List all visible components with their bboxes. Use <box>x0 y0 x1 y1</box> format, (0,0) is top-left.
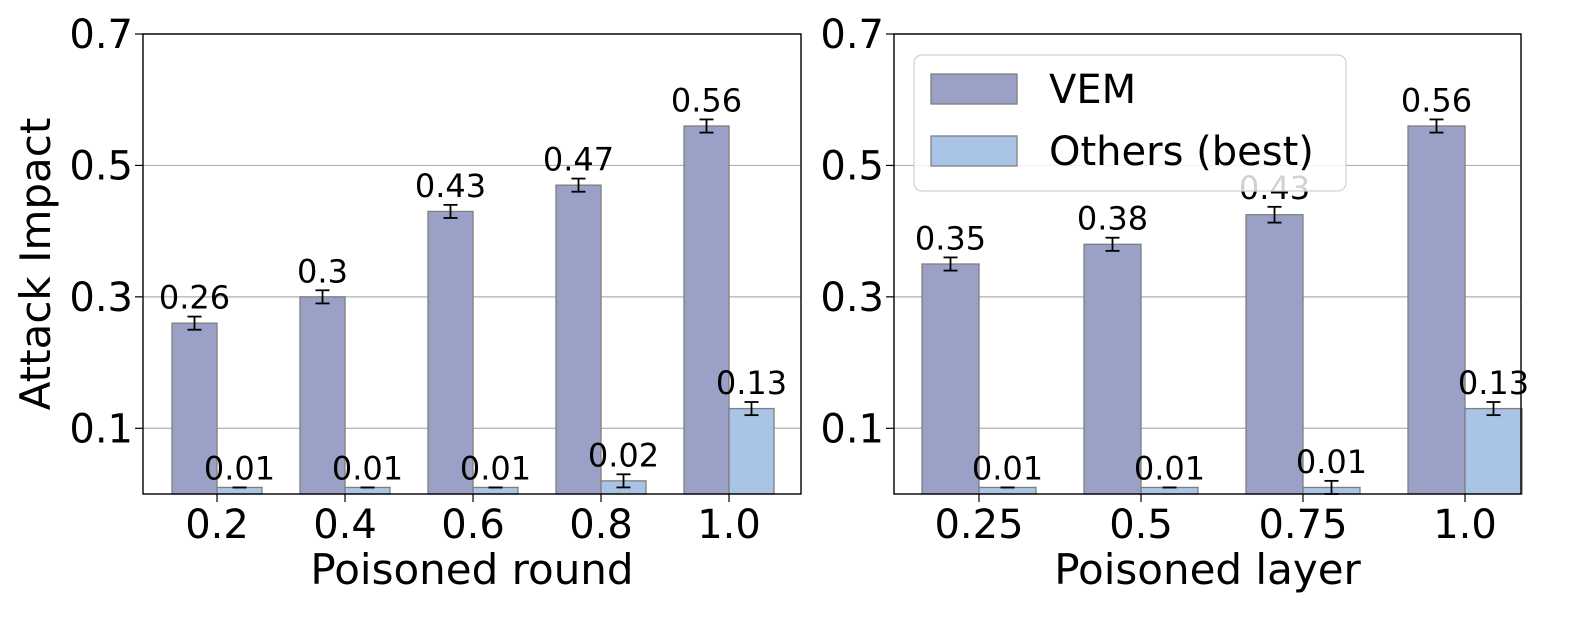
bar-others-best <box>472 486 519 495</box>
data-label: 0.3 <box>297 252 348 290</box>
bar-others-best <box>978 486 1037 495</box>
bar-vem <box>427 210 474 495</box>
bar-vem <box>921 263 980 495</box>
plot-frame <box>142 33 802 495</box>
bar-vem <box>683 125 730 495</box>
left-panel: 0.1 0.3 0.5 0.7 0.26 0.01 0.2 0.3 0.01 0.4 0.43 0.0… <box>11 12 802 594</box>
y-tick-label: 0.3 <box>69 275 133 321</box>
data-label: 0.01 <box>460 449 531 487</box>
x-axis-label: Poisoned round <box>310 545 633 594</box>
right-panel: 0.10.30.50.70.350.010.250.380.010.50.430… <box>820 12 1529 594</box>
data-label: 0.01 <box>1134 449 1205 487</box>
x-tick-label: 0.75 <box>1258 502 1347 548</box>
data-label: 0.47 <box>543 141 614 179</box>
bar-vem <box>1407 125 1466 495</box>
bar-others-best <box>1140 486 1199 495</box>
data-label: 0.26 <box>159 279 230 317</box>
data-label: 0.13 <box>716 364 787 402</box>
bar-vem <box>1245 214 1304 495</box>
bar-vem <box>1083 243 1142 495</box>
plot-frame <box>893 33 1522 495</box>
data-label: 0.35 <box>915 219 986 257</box>
data-label: 0.13 <box>1458 364 1529 402</box>
bar-others-best <box>216 486 263 495</box>
bar-others-best <box>344 486 391 495</box>
x-tick-label: 0.4 <box>313 502 377 548</box>
data-label: 0.01 <box>972 449 1043 487</box>
x-tick-label: 1.0 <box>697 502 761 548</box>
bar-others-best <box>1464 407 1523 495</box>
x-tick-label: 0.8 <box>569 502 633 548</box>
x-tick-label: 0.6 <box>441 502 505 548</box>
y-tick-label: 0.3 <box>820 275 884 321</box>
bar-vem <box>555 184 602 495</box>
x-tick-label: 0.25 <box>934 502 1023 548</box>
y-tick-label: 0.1 <box>69 406 133 452</box>
legend-entry: VEM <box>1049 67 1136 113</box>
legend-swatch <box>930 73 1018 105</box>
data-label: 0.02 <box>588 436 659 474</box>
legend-entry: Others (best) <box>1049 129 1314 175</box>
data-label: 0.01 <box>332 449 403 487</box>
data-label: 0.43 <box>415 167 486 205</box>
legend-box <box>913 54 1347 192</box>
y-tick-label: 0.7 <box>69 12 133 58</box>
y-tick-label: 0.5 <box>69 143 133 189</box>
data-label: 0.56 <box>1401 81 1472 119</box>
y-tick-label: 0.7 <box>820 12 884 58</box>
bar-vem <box>171 322 218 495</box>
data-label: 0.56 <box>671 81 742 119</box>
legend: VEM Others (best) <box>913 54 1347 192</box>
y-axis-label: Attack Impact <box>11 118 60 411</box>
data-label: 0.01 <box>204 449 275 487</box>
y-tick-label: 0.5 <box>820 143 884 189</box>
data-label: 0.38 <box>1077 200 1148 238</box>
bar-vem <box>299 296 346 495</box>
x-axis-label: Poisoned layer <box>1054 545 1361 594</box>
x-tick-label: 0.2 <box>185 502 249 548</box>
x-tick-label: 0.5 <box>1109 502 1173 548</box>
bar-others-best <box>728 407 775 495</box>
y-tick-label: 0.1 <box>820 406 884 452</box>
data-label: 0.01 <box>1296 443 1367 481</box>
legend-swatch <box>930 135 1018 167</box>
x-tick-label: 1.0 <box>1433 502 1497 548</box>
